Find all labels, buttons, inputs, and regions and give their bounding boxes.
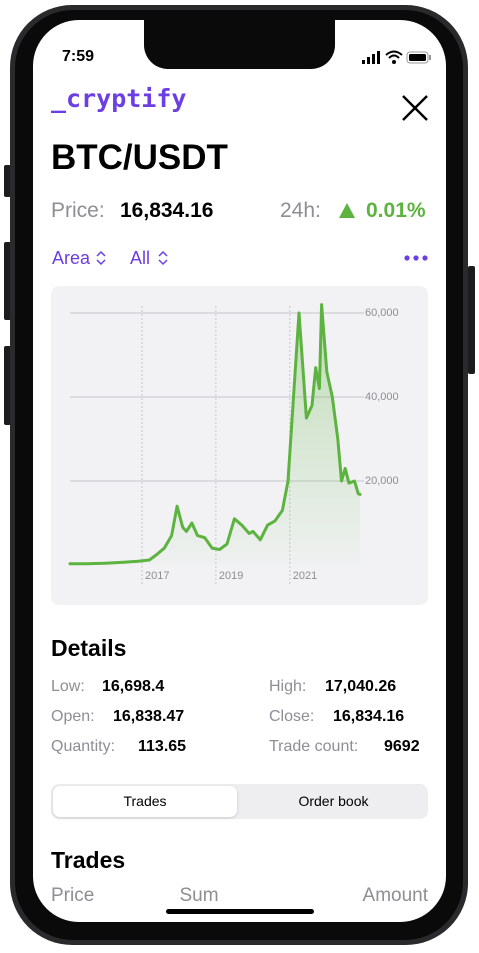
range: All [130, 248, 151, 268]
detail-value: 16,698.4 [102, 678, 165, 695]
picker-chevron [158, 250, 168, 266]
column-header: Sum [179, 885, 219, 906]
price-value: 16,834.16 [120, 199, 214, 222]
price-line [68, 303, 362, 566]
detail-label: Quantity: [51, 738, 116, 755]
x-tick-label: 2019 [219, 570, 243, 582]
x-tick-label: 2017 [145, 570, 169, 582]
y-tick-label: 60,000 [365, 307, 399, 319]
side-button [4, 165, 11, 197]
detail-label: Close: [269, 708, 315, 725]
column-header: Price [51, 885, 95, 906]
price-chart: 20,000 40,000 60,000 2017 2019 2021 [51, 286, 428, 605]
status-icons [362, 50, 431, 64]
side-button [4, 242, 11, 320]
side-button [468, 266, 475, 374]
y-tick-label: 20,000 [365, 475, 399, 487]
tab[interactable]: Order book [298, 793, 369, 809]
price-label: Price: [51, 199, 105, 222]
chart-type-picker[interactable]: Area [52, 248, 90, 269]
more-button[interactable] [403, 253, 429, 263]
chart-type: Area [52, 248, 91, 268]
close-button[interactable] [401, 94, 429, 122]
notch [144, 20, 335, 69]
detail-label: Trade count: [269, 738, 359, 755]
status-time: 7:59 [62, 48, 95, 65]
side-button [4, 346, 11, 425]
details-title: Details [51, 635, 127, 661]
detail-label: Low: [51, 678, 85, 695]
selected-segment [53, 786, 237, 817]
picker-chevron [96, 250, 106, 266]
change-label: 24h: [280, 199, 321, 222]
up-arrow [339, 203, 355, 218]
detail-value: 113.65 [138, 738, 187, 755]
x-tick-label: 2021 [293, 570, 317, 582]
home-indicator [166, 909, 314, 914]
change-value: 0.01% [366, 199, 426, 222]
detail-value: 17,040.26 [325, 678, 397, 695]
area-fill [70, 304, 360, 565]
pair-title: BTC/USDT [51, 138, 228, 177]
detail-label: Open: [51, 708, 95, 725]
detail-value: 9692 [384, 738, 420, 755]
detail-value: 16,838.47 [113, 708, 185, 725]
tab[interactable]: Trades [123, 793, 167, 809]
detail-value: 16,834.16 [333, 708, 405, 725]
detail-label: High: [269, 678, 307, 695]
y-tick-label: 40,000 [365, 391, 399, 403]
brand: _cryptify [51, 84, 187, 113]
range-picker[interactable]: All [130, 248, 150, 269]
trades-title: Trades [51, 847, 126, 873]
column-header: Amount [362, 885, 428, 906]
